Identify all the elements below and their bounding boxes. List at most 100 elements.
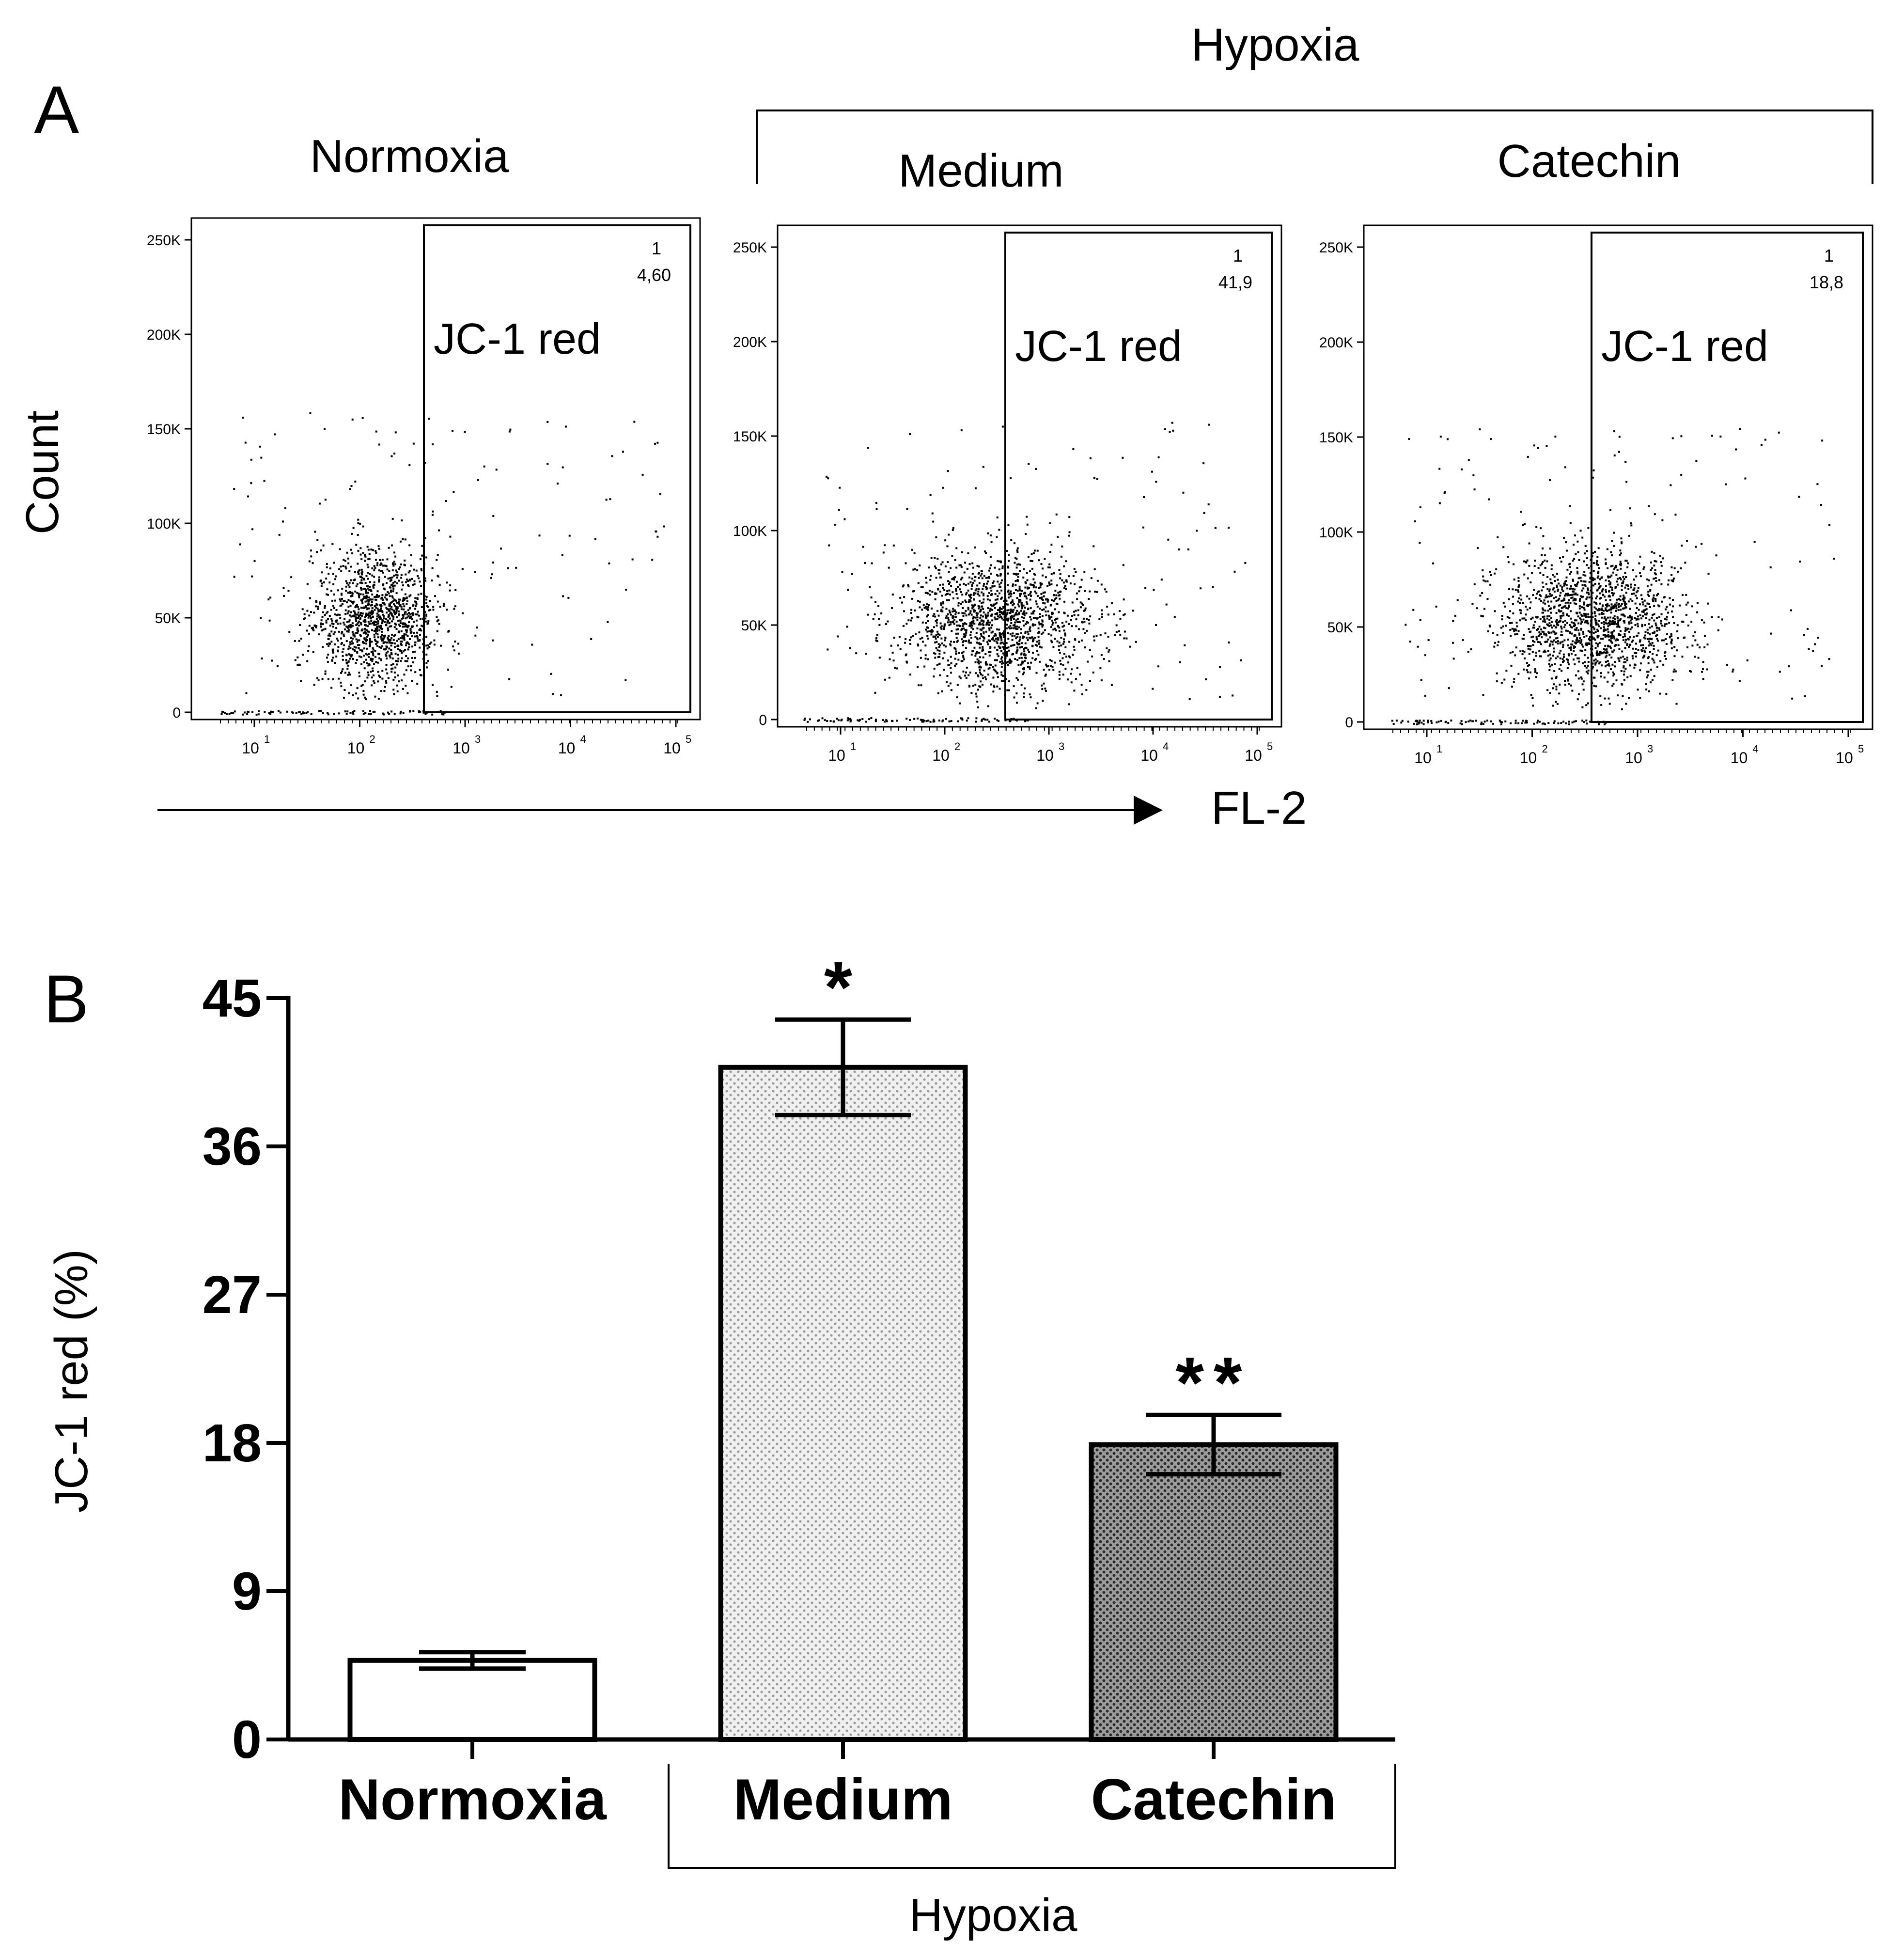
scatter-point <box>1628 621 1630 624</box>
scatter-point <box>1486 580 1489 582</box>
scatter-point <box>1629 614 1631 617</box>
scatter-point <box>1024 657 1026 659</box>
scatter-point <box>1068 534 1070 537</box>
scatter-point <box>358 675 360 677</box>
scatter-point <box>1542 574 1545 576</box>
scatter-point <box>1016 636 1019 638</box>
scatter-point <box>367 634 369 637</box>
scatter-point <box>1087 660 1089 663</box>
scatter-point <box>325 612 328 614</box>
scatter-point <box>387 637 389 639</box>
scatter-point <box>344 628 346 631</box>
scatter-point <box>381 627 383 630</box>
scatter-point <box>980 609 982 611</box>
scatter-point <box>303 613 306 615</box>
scatter-point <box>961 577 964 579</box>
scatter-point <box>1521 617 1524 620</box>
scatter-point <box>390 637 393 640</box>
scatter-point <box>1581 589 1583 592</box>
scatter-point <box>1661 625 1664 627</box>
scatter-point <box>454 641 456 643</box>
scatter-point <box>309 412 312 414</box>
scatter-point <box>1561 660 1564 663</box>
scatter-point <box>232 712 234 714</box>
scatter-point <box>1029 628 1031 630</box>
scatter-point <box>947 580 950 582</box>
scatter-point <box>1565 658 1568 660</box>
scatter-point <box>1608 664 1610 667</box>
scatter-point <box>364 680 366 683</box>
scatter-point <box>1024 581 1027 583</box>
scatter-point <box>1595 562 1598 564</box>
scatter-point <box>903 610 905 612</box>
scatter-point <box>351 630 354 633</box>
scatter-point <box>982 624 984 626</box>
scatter-point <box>1595 602 1597 604</box>
scatter-point <box>1608 639 1610 642</box>
scatter-point <box>1173 616 1176 618</box>
scatter-point <box>1623 597 1626 600</box>
scatter-point <box>320 585 323 587</box>
scatter-point <box>251 528 254 531</box>
scatter-point <box>1520 598 1523 601</box>
scatter-point <box>1539 655 1541 658</box>
scatter-point <box>388 570 390 572</box>
scatter-point <box>1075 610 1077 612</box>
scatter-point <box>910 617 913 619</box>
scatter-point <box>349 591 351 593</box>
scatter-point <box>997 655 999 658</box>
scatter-point <box>1522 668 1525 671</box>
scatter-point <box>1501 615 1503 617</box>
scatter-point <box>1016 613 1019 616</box>
scatter-point <box>981 684 983 686</box>
scatter-point <box>1021 662 1024 665</box>
scatter-point <box>1562 612 1564 614</box>
scatter-point <box>1664 618 1666 620</box>
scatter-point <box>1553 597 1555 599</box>
scatter-point <box>393 551 396 554</box>
scatter-point <box>1035 586 1038 589</box>
scatter-point <box>357 630 359 632</box>
scatter-point <box>1630 622 1633 624</box>
y-tick-label: 150K <box>1319 430 1353 446</box>
scatter-point <box>957 604 960 607</box>
scatter-point <box>436 630 438 633</box>
scatter-point <box>920 657 922 659</box>
scatter-point <box>804 718 806 720</box>
scatter-point <box>1606 548 1608 550</box>
scatter-point <box>1037 627 1040 629</box>
scatter-point <box>1044 629 1046 631</box>
scatter-point <box>329 635 331 637</box>
scatter-point <box>1672 671 1675 673</box>
scatter-point <box>862 546 864 548</box>
scatter-point <box>1008 680 1010 683</box>
scatter-point <box>1653 605 1655 607</box>
scatter-point <box>1022 620 1025 622</box>
scatter-point <box>1045 598 1047 600</box>
scatter-point <box>949 643 952 645</box>
scatter-point <box>367 616 370 619</box>
scatter-point <box>562 595 564 597</box>
scatter-point <box>378 579 380 581</box>
scatter-point <box>347 606 350 608</box>
scatter-point <box>1058 611 1060 613</box>
scatter-point <box>943 627 945 629</box>
scatter-point <box>1043 682 1045 685</box>
scatter-point <box>944 539 947 542</box>
scatter-point <box>385 663 388 666</box>
scatter-point <box>257 713 260 716</box>
scatter-point <box>985 624 988 626</box>
scatter-point <box>364 555 367 558</box>
scatter-point <box>1564 620 1566 622</box>
scatter-point <box>399 540 402 543</box>
scatter-point <box>1586 564 1588 566</box>
scatter-point <box>358 615 360 617</box>
scatter-point <box>1056 584 1058 587</box>
scatter-point <box>369 586 371 588</box>
scatter-point <box>968 582 970 585</box>
scatter-point <box>385 598 388 600</box>
scatter-point <box>1014 584 1017 586</box>
scatter-point <box>1616 598 1618 601</box>
scatter-point <box>999 632 1001 634</box>
scatter-point <box>346 621 348 623</box>
